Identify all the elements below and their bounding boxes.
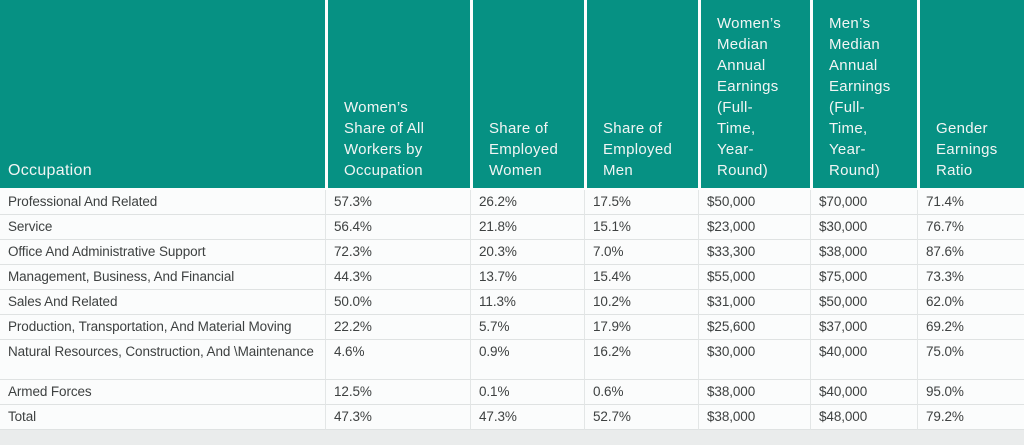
value-cell: 52.7% [584, 405, 698, 430]
value-cell: $31,000 [698, 290, 810, 315]
value-cell: $50,000 [810, 290, 917, 315]
occupation-earnings-table: Occupation Women’s Share of All Workers … [0, 0, 1024, 430]
value-cell: 15.1% [584, 215, 698, 240]
value-cell: $30,000 [810, 215, 917, 240]
value-cell: 95.0% [917, 380, 1024, 405]
occupation-cell: Natural Resources, Construction, And \Ma… [0, 340, 325, 380]
value-cell: 0.1% [470, 380, 584, 405]
value-cell: 17.5% [584, 190, 698, 215]
value-cell: $38,000 [810, 240, 917, 265]
value-cell: 20.3% [470, 240, 584, 265]
occupation-cell: Production, Transportation, And Material… [0, 315, 325, 340]
table-row: Total 47.3% 47.3% 52.7% $38,000 $48,000 … [0, 405, 1024, 430]
value-cell: $38,000 [698, 405, 810, 430]
column-header-occupation: Occupation [0, 0, 325, 190]
value-cell: 10.2% [584, 290, 698, 315]
value-cell: $40,000 [810, 340, 917, 380]
value-cell: 56.4% [325, 215, 470, 240]
value-cell: $40,000 [810, 380, 917, 405]
occupation-cell: Service [0, 215, 325, 240]
table-row: Professional And Related 57.3% 26.2% 17.… [0, 190, 1024, 215]
value-cell: 0.9% [470, 340, 584, 380]
value-cell: $55,000 [698, 265, 810, 290]
occupation-cell: Professional And Related [0, 190, 325, 215]
value-cell: $25,600 [698, 315, 810, 340]
value-cell: 5.7% [470, 315, 584, 340]
value-cell: 72.3% [325, 240, 470, 265]
value-cell: $30,000 [698, 340, 810, 380]
value-cell: 50.0% [325, 290, 470, 315]
value-cell: 73.3% [917, 265, 1024, 290]
table-row: Office And Administrative Support 72.3% … [0, 240, 1024, 265]
column-header-mens-median-annual-earnings: Men’s Median Annual Earnings (Full- Time… [810, 0, 917, 190]
value-cell: $38,000 [698, 380, 810, 405]
value-cell: 79.2% [917, 405, 1024, 430]
table-row: Sales And Related 50.0% 11.3% 10.2% $31,… [0, 290, 1024, 315]
value-cell: $23,000 [698, 215, 810, 240]
column-header-womens-share-of-all-workers: Women’s Share of All Workers by Occupati… [325, 0, 470, 190]
column-header-womens-median-annual-earnings: Women’s Median Annual Earnings (Full- Ti… [698, 0, 810, 190]
table-row: Management, Business, And Financial 44.3… [0, 265, 1024, 290]
value-cell: 7.0% [584, 240, 698, 265]
value-cell: $50,000 [698, 190, 810, 215]
value-cell: 0.6% [584, 380, 698, 405]
value-cell: $48,000 [810, 405, 917, 430]
value-cell: 76.7% [917, 215, 1024, 240]
occupation-cell: Sales And Related [0, 290, 325, 315]
value-cell: 21.8% [470, 215, 584, 240]
table-row: Service 56.4% 21.8% 15.1% $23,000 $30,00… [0, 215, 1024, 240]
column-header-share-of-employed-women: Share of Employed Women [470, 0, 584, 190]
value-cell: 71.4% [917, 190, 1024, 215]
table-row: Natural Resources, Construction, And \Ma… [0, 340, 1024, 380]
value-cell: 15.4% [584, 265, 698, 290]
column-header-share-of-employed-men: Share of Employed Men [584, 0, 698, 190]
value-cell: 47.3% [325, 405, 470, 430]
value-cell: 87.6% [917, 240, 1024, 265]
value-cell: 13.7% [470, 265, 584, 290]
value-cell: 12.5% [325, 380, 470, 405]
value-cell: $37,000 [810, 315, 917, 340]
table-row: Armed Forces 12.5% 0.1% 0.6% $38,000 $40… [0, 380, 1024, 405]
value-cell: 62.0% [917, 290, 1024, 315]
occupation-cell: Total [0, 405, 325, 430]
value-cell: 4.6% [325, 340, 470, 380]
value-cell: $70,000 [810, 190, 917, 215]
value-cell: 17.9% [584, 315, 698, 340]
value-cell: 69.2% [917, 315, 1024, 340]
value-cell: 44.3% [325, 265, 470, 290]
value-cell: 16.2% [584, 340, 698, 380]
value-cell: $33,300 [698, 240, 810, 265]
occupation-cell: Office And Administrative Support [0, 240, 325, 265]
table-row: Production, Transportation, And Material… [0, 315, 1024, 340]
value-cell: 11.3% [470, 290, 584, 315]
occupation-cell: Armed Forces [0, 380, 325, 405]
value-cell: $75,000 [810, 265, 917, 290]
value-cell: 57.3% [325, 190, 470, 215]
header-row: Occupation Women’s Share of All Workers … [0, 0, 1024, 190]
value-cell: 26.2% [470, 190, 584, 215]
value-cell: 22.2% [325, 315, 470, 340]
column-header-gender-earnings-ratio: Gender Earnings Ratio [917, 0, 1024, 190]
value-cell: 75.0% [917, 340, 1024, 380]
occupation-cell: Management, Business, And Financial [0, 265, 325, 290]
value-cell: 47.3% [470, 405, 584, 430]
